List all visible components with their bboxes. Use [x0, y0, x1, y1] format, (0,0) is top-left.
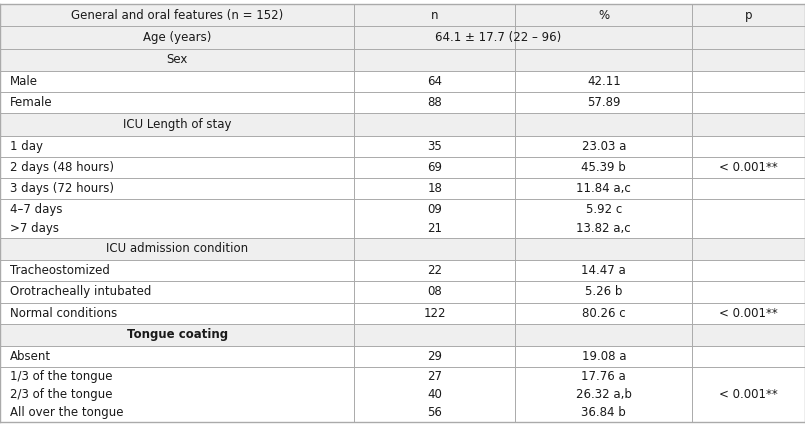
Text: Age (years): Age (years) — [143, 31, 211, 44]
Text: 36.84 b: 36.84 b — [581, 406, 626, 419]
Bar — [0, 26, 805, 49]
Text: 64: 64 — [427, 75, 442, 88]
Text: 18: 18 — [427, 182, 442, 195]
Text: 5.26 b: 5.26 b — [585, 285, 622, 298]
Text: < 0.001**: < 0.001** — [720, 388, 778, 401]
Bar — [0, 92, 805, 114]
Text: ICU admission condition: ICU admission condition — [106, 243, 248, 255]
Text: 17.76 a: 17.76 a — [581, 370, 626, 383]
Bar — [0, 4, 805, 26]
Text: 27: 27 — [427, 370, 442, 383]
Text: Female: Female — [10, 96, 52, 109]
Text: 22: 22 — [427, 264, 442, 277]
Text: Tongue coating: Tongue coating — [126, 329, 228, 341]
Text: 64.1 ± 17.7 (22 – 96): 64.1 ± 17.7 (22 – 96) — [435, 31, 561, 44]
Bar — [0, 49, 805, 71]
Text: 3 days (72 hours): 3 days (72 hours) — [10, 182, 114, 195]
Text: Male: Male — [10, 75, 38, 88]
Text: 2 days (48 hours): 2 days (48 hours) — [10, 161, 114, 174]
Text: 80.26 c: 80.26 c — [582, 307, 625, 320]
Text: 40: 40 — [427, 388, 442, 401]
Text: 14.47 a: 14.47 a — [581, 264, 626, 277]
Text: 23.03 a: 23.03 a — [581, 140, 626, 153]
Text: 11.84 a,c: 11.84 a,c — [576, 182, 631, 195]
Text: Orotracheally intubated: Orotracheally intubated — [10, 285, 151, 298]
Bar — [0, 367, 805, 422]
Text: Sex: Sex — [167, 53, 188, 67]
Text: 45.39 b: 45.39 b — [581, 161, 626, 174]
Text: 09: 09 — [427, 203, 442, 215]
Text: 08: 08 — [427, 285, 442, 298]
Text: p: p — [745, 9, 753, 22]
Text: < 0.001**: < 0.001** — [720, 307, 778, 320]
Text: 19.08 a: 19.08 a — [581, 350, 626, 363]
Bar — [0, 114, 805, 136]
Text: 56: 56 — [427, 406, 442, 419]
Text: 122: 122 — [423, 307, 446, 320]
Text: 2/3 of the tongue: 2/3 of the tongue — [10, 388, 112, 401]
Bar — [0, 260, 805, 281]
Text: 26.32 a,b: 26.32 a,b — [576, 388, 632, 401]
Text: n: n — [431, 9, 439, 22]
Text: 29: 29 — [427, 350, 442, 363]
Text: 1/3 of the tongue: 1/3 of the tongue — [10, 370, 112, 383]
Text: 21: 21 — [427, 222, 442, 235]
Text: Normal conditions: Normal conditions — [10, 307, 117, 320]
Bar — [0, 178, 805, 199]
Bar — [0, 199, 805, 238]
Text: %: % — [598, 9, 609, 22]
Bar — [0, 157, 805, 178]
Text: ICU Length of stay: ICU Length of stay — [123, 118, 231, 131]
Text: >7 days: >7 days — [10, 222, 59, 235]
Bar — [0, 238, 805, 260]
Bar — [0, 303, 805, 324]
Text: 35: 35 — [427, 140, 442, 153]
Text: 13.82 a,c: 13.82 a,c — [576, 222, 631, 235]
Text: 42.11: 42.11 — [587, 75, 621, 88]
Text: General and oral features (n = 152): General and oral features (n = 152) — [71, 9, 283, 22]
Text: 5.92 c: 5.92 c — [585, 203, 622, 215]
Text: All over the tongue: All over the tongue — [10, 406, 123, 419]
Bar — [0, 324, 805, 346]
Text: Absent: Absent — [10, 350, 51, 363]
Text: 4–7 days: 4–7 days — [10, 203, 62, 215]
Bar — [0, 281, 805, 303]
Text: Tracheostomized: Tracheostomized — [10, 264, 109, 277]
Bar — [0, 136, 805, 157]
Text: < 0.001**: < 0.001** — [720, 161, 778, 174]
Text: 57.89: 57.89 — [587, 96, 621, 109]
Bar — [0, 71, 805, 92]
Text: 69: 69 — [427, 161, 442, 174]
Text: 1 day: 1 day — [10, 140, 43, 153]
Bar — [0, 346, 805, 367]
Text: 88: 88 — [427, 96, 442, 109]
